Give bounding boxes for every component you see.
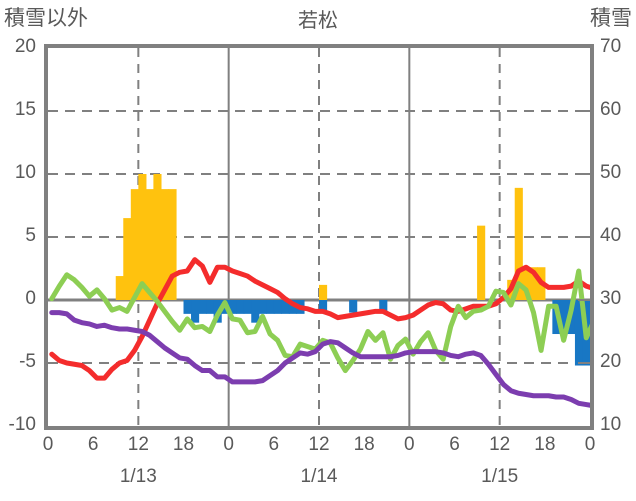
snow-bar	[251, 300, 260, 323]
y2-tick-label: 50	[600, 162, 622, 183]
y-tick-label: -10	[8, 414, 36, 435]
x-tick-label: 18	[534, 434, 556, 455]
plot-area	[44, 44, 594, 430]
y2-tick-label: 60	[600, 99, 622, 120]
precip-bar	[160, 189, 170, 300]
snow-bar	[206, 300, 215, 314]
x-tick-label: 0	[42, 434, 54, 455]
snow-bar	[281, 300, 290, 314]
precip-bar	[168, 189, 177, 300]
x-tick-label: 12	[489, 434, 511, 455]
x-tick-label: 18	[353, 434, 375, 455]
x-day-label: 1/15	[481, 466, 519, 487]
y2-tick-label: 30	[600, 288, 622, 309]
precip-bar	[115, 276, 124, 300]
x-day-label: 1/13	[119, 466, 157, 487]
x-tick-label: 0	[404, 434, 415, 455]
precip-bar	[529, 267, 538, 300]
snow-bar	[319, 300, 328, 313]
y-tick-label: 5	[25, 225, 36, 246]
snow-bar	[243, 300, 252, 314]
y-tick-label: 0	[25, 288, 36, 309]
precip-bar	[514, 187, 523, 300]
snow-bar	[236, 300, 245, 314]
y-tick-label: 20	[14, 36, 36, 57]
x-tick-label: 18	[172, 434, 195, 455]
snow-bar	[574, 300, 584, 366]
snow-bar	[198, 300, 207, 314]
precip-bar	[522, 267, 531, 300]
precip-bar	[123, 218, 132, 300]
snow-bar	[288, 300, 298, 314]
y2-tick-label: 20	[600, 351, 622, 372]
y-tick-label: 10	[14, 162, 36, 183]
snow-bar	[273, 300, 282, 314]
snow-bar	[258, 300, 267, 314]
purple-line	[49, 310, 590, 408]
x-tick-label: 12	[127, 434, 149, 455]
x-tick-label: 12	[308, 434, 330, 455]
left-axis-title: 積雪以外	[4, 7, 88, 30]
precip-bar	[130, 189, 139, 300]
y2-tick-label: 40	[600, 225, 622, 246]
precip-bar	[138, 174, 147, 300]
y2-tick-label: 70	[600, 36, 622, 57]
precip-bar	[477, 225, 486, 300]
snow-bar	[266, 300, 275, 314]
snow-bar	[183, 300, 192, 314]
precip-bar	[153, 174, 162, 300]
chart-title: 若松	[298, 10, 338, 32]
snow-bar	[228, 300, 237, 314]
y-tick-label: -5	[19, 351, 36, 372]
precip-bar	[145, 189, 154, 300]
plot-inner	[48, 48, 590, 426]
y2-tick-label: 10	[600, 414, 622, 435]
snow-bar	[349, 300, 358, 313]
x-tick-label: 6	[449, 434, 460, 455]
right-axis-title: 積雪	[590, 7, 632, 30]
x-tick-label: 0	[223, 434, 234, 455]
x-tick-label: 6	[87, 434, 99, 455]
x-tick-label: 6	[268, 434, 280, 455]
chart-canvas	[48, 48, 590, 426]
precip-bar	[319, 284, 328, 300]
x-day-label: 1/14	[300, 466, 338, 487]
snow-bar	[191, 300, 200, 323]
x-tick-label: 0	[584, 434, 596, 455]
snow-bar	[379, 300, 388, 313]
snow-bar	[559, 300, 569, 335]
y-tick-label: 15	[14, 99, 36, 120]
